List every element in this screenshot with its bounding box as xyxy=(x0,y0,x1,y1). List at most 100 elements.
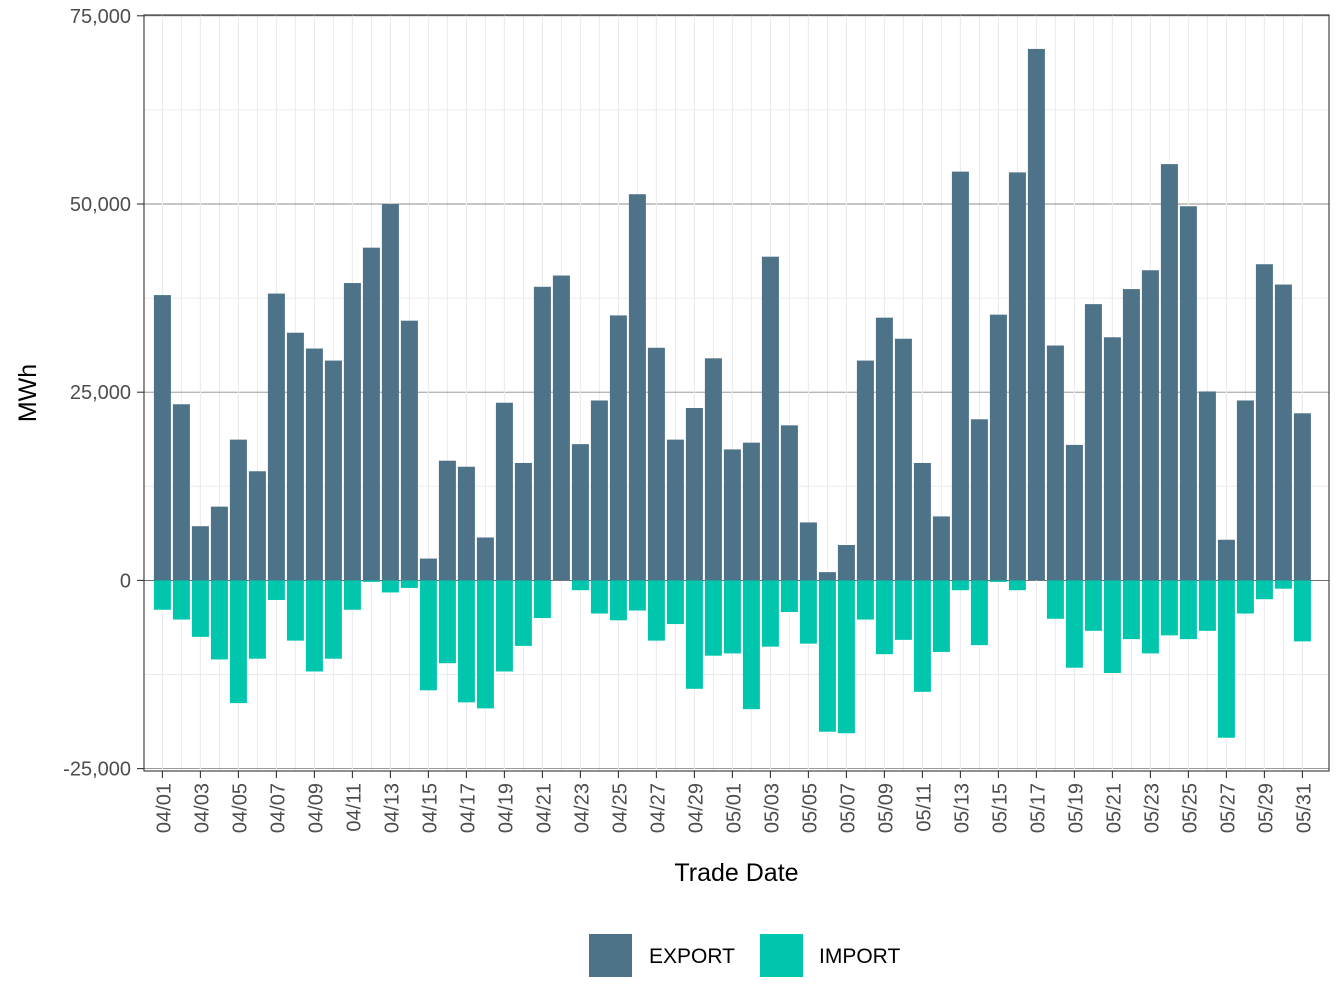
bar-export-04-03 xyxy=(191,526,209,581)
x-tick-label: 05/21 xyxy=(1103,783,1125,833)
y-axis-title: MWh xyxy=(14,364,42,422)
bar-import-04-30 xyxy=(704,580,722,656)
bar-import-04-21 xyxy=(533,580,551,619)
bar-export-04-09 xyxy=(305,348,323,581)
bar-import-04-03 xyxy=(191,580,209,637)
bar-import-05-19 xyxy=(1065,580,1083,668)
bar-import-04-19 xyxy=(495,580,513,672)
bar-export-05-10 xyxy=(894,338,912,581)
bar-export-05-17 xyxy=(1027,48,1045,581)
bar-import-05-27 xyxy=(1217,580,1235,738)
legend: EXPORT IMPORT xyxy=(589,934,900,977)
x-tick-label: 05/17 xyxy=(1027,783,1049,833)
x-tick-label: 04/01 xyxy=(153,783,175,833)
bar-import-05-31 xyxy=(1293,580,1311,642)
bar-export-05-21 xyxy=(1103,337,1121,581)
bar-export-04-14 xyxy=(400,320,418,581)
bar-export-04-17 xyxy=(457,466,475,581)
bar-import-05-10 xyxy=(894,580,912,640)
x-tick-label: 04/23 xyxy=(571,783,593,833)
bar-export-05-02 xyxy=(742,442,760,581)
bar-export-04-05 xyxy=(229,439,247,581)
bar-import-05-07 xyxy=(837,580,855,734)
x-axis: 04/01 04/03 04/05 04/07 04/09 04/11 04/13 04/15… xyxy=(153,771,1315,833)
bar-export-04-27 xyxy=(647,347,665,581)
bar-export-05-16 xyxy=(1008,172,1026,581)
bar-export-04-07 xyxy=(267,293,285,581)
bar-import-05-16 xyxy=(1008,580,1026,591)
bar-import-05-20 xyxy=(1084,580,1102,631)
bar-import-04-05 xyxy=(229,580,247,704)
y-tick-label: 25,000 xyxy=(70,382,131,404)
bar-export-05-11 xyxy=(913,462,931,581)
bar-import-04-24 xyxy=(590,580,608,614)
bar-import-04-13 xyxy=(381,580,399,593)
bar-export-04-29 xyxy=(685,408,703,581)
bar-export-04-19 xyxy=(495,402,513,581)
y-axis: -25,000 0 25,000 50,000 75,000 xyxy=(63,6,144,781)
y-tick-label: 0 xyxy=(120,570,131,592)
bar-import-04-18 xyxy=(476,580,494,709)
bar-export-04-26 xyxy=(628,194,646,581)
x-tick-label: 05/25 xyxy=(1179,783,1201,833)
x-tick-label: 04/09 xyxy=(305,783,327,833)
bar-import-04-26 xyxy=(628,580,646,611)
bar-export-04-18 xyxy=(476,537,494,581)
bar-export-04-16 xyxy=(438,460,456,581)
bar-export-04-10 xyxy=(324,360,342,581)
x-tick-label: 04/07 xyxy=(267,783,289,833)
x-tick-label: 05/23 xyxy=(1141,783,1163,833)
x-tick-label: 05/07 xyxy=(837,783,859,833)
bar-import-05-01 xyxy=(723,580,741,654)
bar-import-04-23 xyxy=(571,580,589,591)
bar-import-04-25 xyxy=(609,580,627,621)
bar-export-05-31 xyxy=(1293,413,1311,581)
x-tick-label: 05/05 xyxy=(799,783,821,833)
bar-export-05-28 xyxy=(1236,400,1254,581)
bar-import-05-18 xyxy=(1046,580,1064,619)
bar-import-04-02 xyxy=(172,580,190,620)
x-tick-label: 04/19 xyxy=(495,783,517,833)
y-tick-label: 75,000 xyxy=(70,6,131,28)
bar-import-05-08 xyxy=(856,580,874,620)
bar-import-05-02 xyxy=(742,580,760,710)
bar-import-05-13 xyxy=(951,580,969,591)
bar-export-05-29 xyxy=(1255,264,1273,581)
x-tick-label: 05/29 xyxy=(1255,783,1277,833)
legend-key-export xyxy=(589,934,632,977)
x-tick-label: 05/03 xyxy=(761,783,783,833)
x-tick-label: 05/31 xyxy=(1293,783,1315,833)
bar-export-05-18 xyxy=(1046,345,1064,581)
bars xyxy=(153,48,1311,738)
bar-import-04-16 xyxy=(438,580,456,664)
bar-export-04-22 xyxy=(552,275,570,581)
bar-import-04-12 xyxy=(362,580,380,582)
x-tick-label: 05/01 xyxy=(723,783,745,833)
bar-export-04-11 xyxy=(343,283,361,581)
bar-export-04-12 xyxy=(362,247,380,581)
bar-export-05-20 xyxy=(1084,304,1102,581)
bar-export-04-25 xyxy=(609,315,627,581)
x-tick-label: 05/19 xyxy=(1065,783,1087,833)
x-tick-label: 04/25 xyxy=(609,783,631,833)
plot-border xyxy=(143,14,1330,772)
bar-export-05-27 xyxy=(1217,539,1235,581)
bar-export-05-26 xyxy=(1198,391,1216,581)
bar-import-05-03 xyxy=(761,580,779,647)
bar-import-04-29 xyxy=(685,580,703,689)
x-tick-label: 04/15 xyxy=(419,783,441,833)
bar-export-05-01 xyxy=(723,449,741,581)
x-axis-title: Trade Date xyxy=(674,859,798,887)
bar-import-05-15 xyxy=(989,580,1007,582)
bar-import-05-22 xyxy=(1122,580,1140,640)
bar-export-04-08 xyxy=(286,332,304,581)
bar-import-04-04 xyxy=(210,580,228,660)
bar-export-04-01 xyxy=(153,295,171,581)
x-tick-label: 04/13 xyxy=(381,783,403,833)
bar-export-05-13 xyxy=(951,171,969,581)
bar-import-04-08 xyxy=(286,580,304,641)
bar-import-05-26 xyxy=(1198,580,1216,631)
x-tick-label: 04/03 xyxy=(191,783,213,833)
bar-import-04-28 xyxy=(666,580,684,625)
